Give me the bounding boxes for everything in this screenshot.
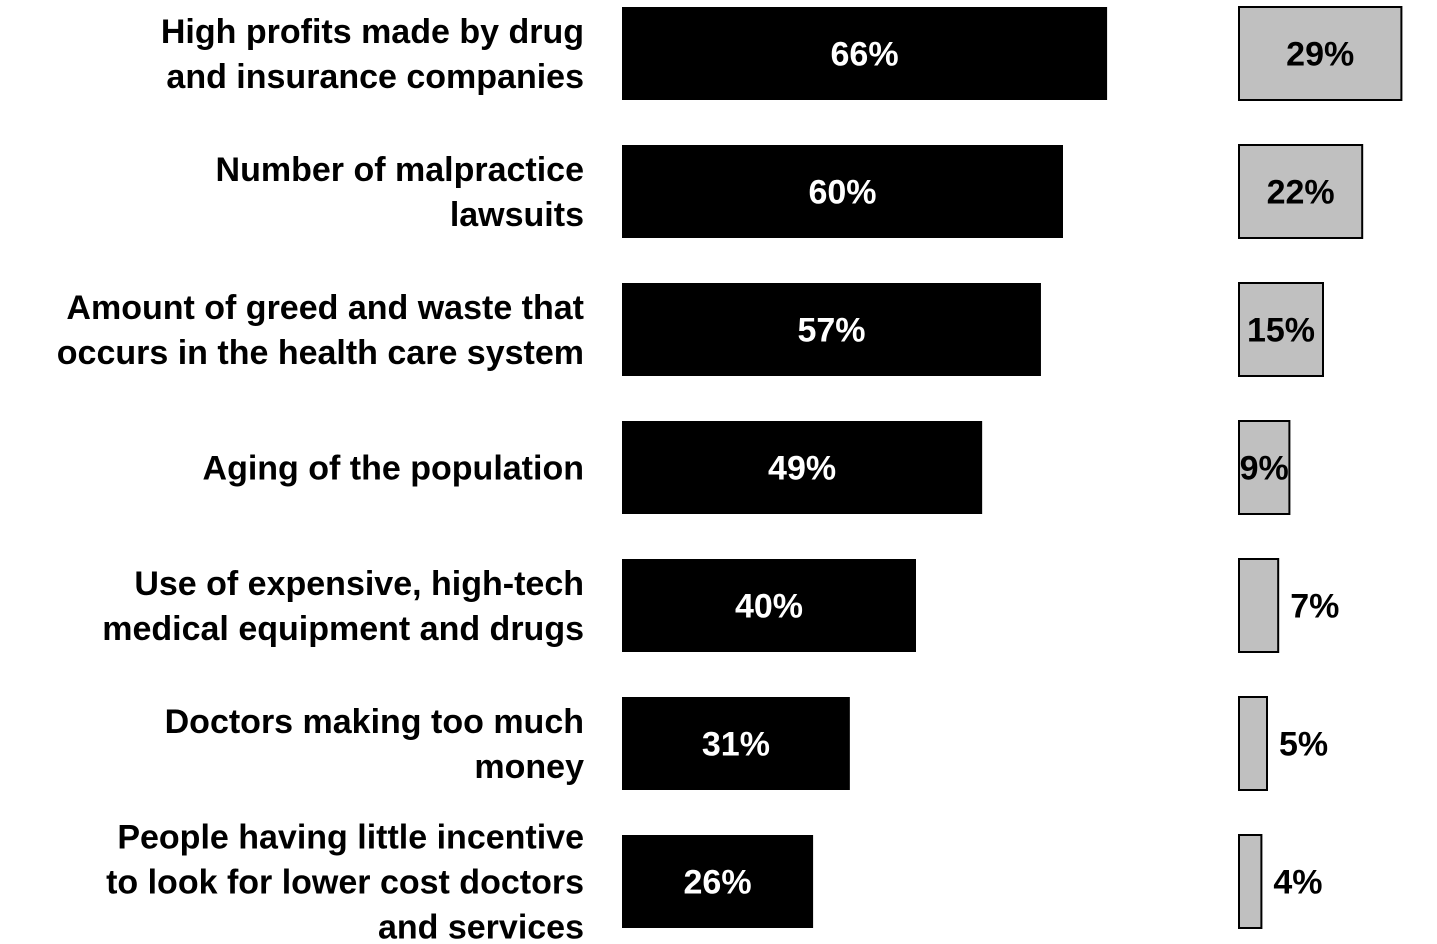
series-1-bars: 66% 60% 57% 49% 40% 31% 26% xyxy=(622,7,1108,928)
category-label-line: Use of expensive, high-tech xyxy=(134,565,584,603)
data-label: 66% xyxy=(831,36,899,74)
data-label: 31% xyxy=(702,726,770,764)
category-label-line: Number of malpractice xyxy=(216,151,584,189)
bar xyxy=(622,7,1108,100)
data-label: 57% xyxy=(797,312,865,350)
data-label: 5% xyxy=(1279,726,1328,764)
category-label: Aging of the population xyxy=(203,450,584,488)
bar xyxy=(1238,558,1280,653)
bar xyxy=(622,697,850,790)
category-labels: High profits made by drug and insurance c… xyxy=(57,13,584,944)
category-label-line: to look for lower cost doctors xyxy=(106,864,584,902)
data-label: 9% xyxy=(1240,450,1289,488)
data-label: 40% xyxy=(735,588,803,626)
bar xyxy=(622,421,983,514)
data-label: 7% xyxy=(1290,588,1339,626)
bar xyxy=(1238,6,1403,101)
data-label: 60% xyxy=(808,174,876,212)
category-label-line: and services xyxy=(378,909,584,944)
category-label-line: medical equipment and drugs xyxy=(102,610,584,648)
category-label: Amount of greed and waste that occurs in … xyxy=(57,289,584,372)
bar xyxy=(1238,420,1291,515)
bar xyxy=(622,145,1063,238)
category-label-line: and insurance companies xyxy=(166,58,584,96)
category-label-line: Doctors making too much xyxy=(165,703,584,741)
category-label-line: money xyxy=(474,748,584,786)
category-label-line: People having little incentive xyxy=(117,819,584,857)
category-label-line: High profits made by drug xyxy=(161,13,584,51)
data-label: 22% xyxy=(1267,174,1335,212)
category-label-line: Aging of the population xyxy=(203,450,584,488)
category-label-line: Amount of greed and waste that xyxy=(66,289,584,327)
category-label-line: occurs in the health care system xyxy=(57,334,584,372)
bar xyxy=(1238,144,1364,239)
category-label: Use of expensive, high-tech medical equip… xyxy=(102,565,584,648)
category-label: Number of malpractice lawsuits xyxy=(216,151,584,234)
data-label: 49% xyxy=(768,450,836,488)
bar xyxy=(1238,282,1324,377)
category-label: High profits made by drug and insurance c… xyxy=(161,13,584,96)
data-label: 4% xyxy=(1273,864,1322,902)
bar xyxy=(622,835,814,928)
bar xyxy=(622,283,1041,376)
series-2-bars: 29% 22% 15% 9% 7% 5% 4% xyxy=(1238,6,1403,929)
bar xyxy=(1238,696,1268,791)
category-label-line: lawsuits xyxy=(450,196,584,234)
category-label: People having little incentive to look fo… xyxy=(106,819,584,944)
data-label: 26% xyxy=(684,864,752,902)
category-label: Doctors making too much money xyxy=(165,703,584,786)
data-label: 29% xyxy=(1286,36,1354,74)
bar xyxy=(622,559,916,652)
bar xyxy=(1238,834,1263,929)
data-label: 15% xyxy=(1247,312,1315,350)
